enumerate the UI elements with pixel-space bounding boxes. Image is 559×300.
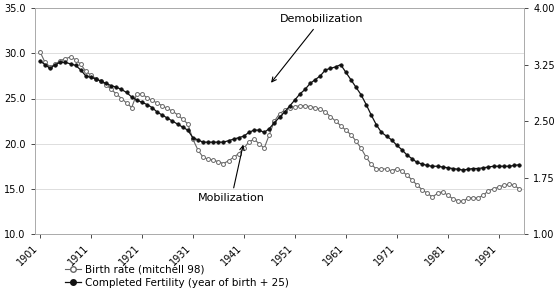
Text: Demobilization: Demobilization	[272, 14, 363, 82]
Legend: Birth rate (mitchell 98), Completed Fertility (year of birth + 25): Birth rate (mitchell 98), Completed Fert…	[61, 260, 293, 292]
Text: Mobilization: Mobilization	[198, 146, 265, 203]
